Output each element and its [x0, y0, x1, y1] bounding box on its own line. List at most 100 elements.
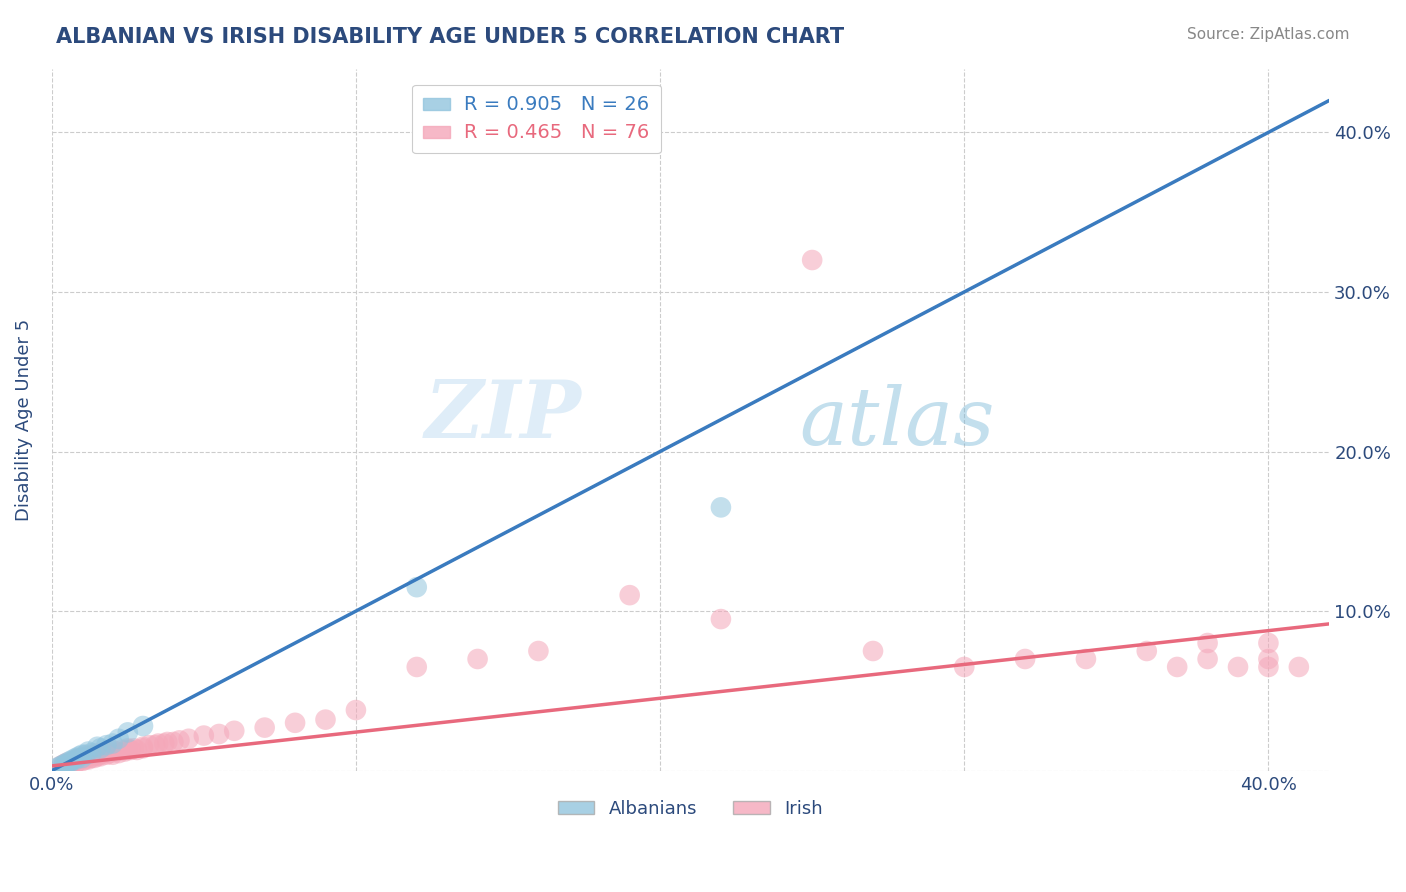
Point — [89, 741, 111, 756]
Point — [46, 760, 69, 774]
Point — [1227, 660, 1250, 674]
Point — [65, 752, 87, 766]
Point — [1197, 636, 1219, 650]
Point — [65, 751, 87, 765]
Text: Source: ZipAtlas.com: Source: ZipAtlas.com — [1187, 27, 1350, 42]
Point — [75, 747, 97, 762]
Point — [59, 754, 82, 768]
Point — [162, 735, 184, 749]
Point — [1166, 660, 1188, 674]
Point — [153, 737, 176, 751]
Point — [96, 745, 118, 759]
Point — [93, 746, 115, 760]
Point — [1257, 660, 1279, 674]
Point — [56, 759, 79, 773]
Point — [143, 738, 166, 752]
Point — [52, 757, 75, 772]
Point — [89, 747, 111, 762]
Point — [111, 743, 134, 757]
Point — [156, 735, 179, 749]
Point — [117, 743, 139, 757]
Point — [284, 715, 307, 730]
Point — [862, 644, 884, 658]
Point — [132, 719, 155, 733]
Point — [96, 738, 118, 752]
Point — [65, 752, 87, 766]
Point — [89, 749, 111, 764]
Point — [52, 759, 75, 773]
Point — [67, 751, 90, 765]
Point — [80, 747, 103, 762]
Point — [98, 746, 121, 760]
Point — [59, 757, 82, 772]
Point — [80, 746, 103, 760]
Point — [1257, 636, 1279, 650]
Point — [49, 759, 72, 773]
Point — [70, 751, 93, 765]
Point — [56, 757, 79, 772]
Point — [56, 756, 79, 770]
Point — [527, 644, 550, 658]
Point — [83, 747, 105, 762]
Legend: Albanians, Irish: Albanians, Irish — [551, 792, 830, 825]
Point — [70, 747, 93, 762]
Point — [122, 741, 145, 756]
Point — [1136, 644, 1159, 658]
Point — [70, 751, 93, 765]
Point — [953, 660, 976, 674]
Point — [86, 739, 108, 754]
Text: ALBANIAN VS IRISH DISABILITY AGE UNDER 5 CORRELATION CHART: ALBANIAN VS IRISH DISABILITY AGE UNDER 5… — [56, 27, 845, 46]
Point — [132, 739, 155, 754]
Point — [65, 756, 87, 770]
Point — [80, 751, 103, 765]
Point — [120, 743, 142, 757]
Point — [405, 660, 427, 674]
Point — [62, 752, 84, 766]
Point — [117, 725, 139, 739]
Point — [77, 752, 100, 766]
Point — [405, 580, 427, 594]
Point — [101, 737, 124, 751]
Point — [1074, 652, 1097, 666]
Point — [107, 746, 129, 760]
Text: ZIP: ZIP — [425, 377, 582, 455]
Point — [86, 749, 108, 764]
Point — [1257, 652, 1279, 666]
Point — [117, 741, 139, 756]
Point — [62, 754, 84, 768]
Point — [104, 745, 127, 759]
Point — [86, 746, 108, 760]
Y-axis label: Disability Age Under 5: Disability Age Under 5 — [15, 318, 32, 521]
Point — [177, 731, 200, 746]
Point — [75, 749, 97, 764]
Point — [224, 723, 246, 738]
Point — [138, 738, 160, 752]
Point — [169, 733, 191, 747]
Point — [114, 745, 136, 759]
Point — [315, 713, 337, 727]
Point — [70, 754, 93, 768]
Point — [101, 747, 124, 762]
Point — [59, 756, 82, 770]
Point — [132, 741, 155, 756]
Point — [253, 721, 276, 735]
Point — [77, 749, 100, 764]
Point — [710, 612, 733, 626]
Point — [467, 652, 489, 666]
Point — [67, 749, 90, 764]
Point — [710, 500, 733, 515]
Point — [148, 737, 170, 751]
Point — [1014, 652, 1036, 666]
Point — [49, 759, 72, 773]
Point — [208, 727, 231, 741]
Point — [56, 756, 79, 770]
Point — [193, 729, 215, 743]
Text: atlas: atlas — [799, 384, 994, 462]
Point — [1288, 660, 1310, 674]
Point — [619, 588, 641, 602]
Point — [101, 743, 124, 757]
Point — [96, 747, 118, 762]
Point — [62, 756, 84, 770]
Point — [344, 703, 367, 717]
Point — [77, 745, 100, 759]
